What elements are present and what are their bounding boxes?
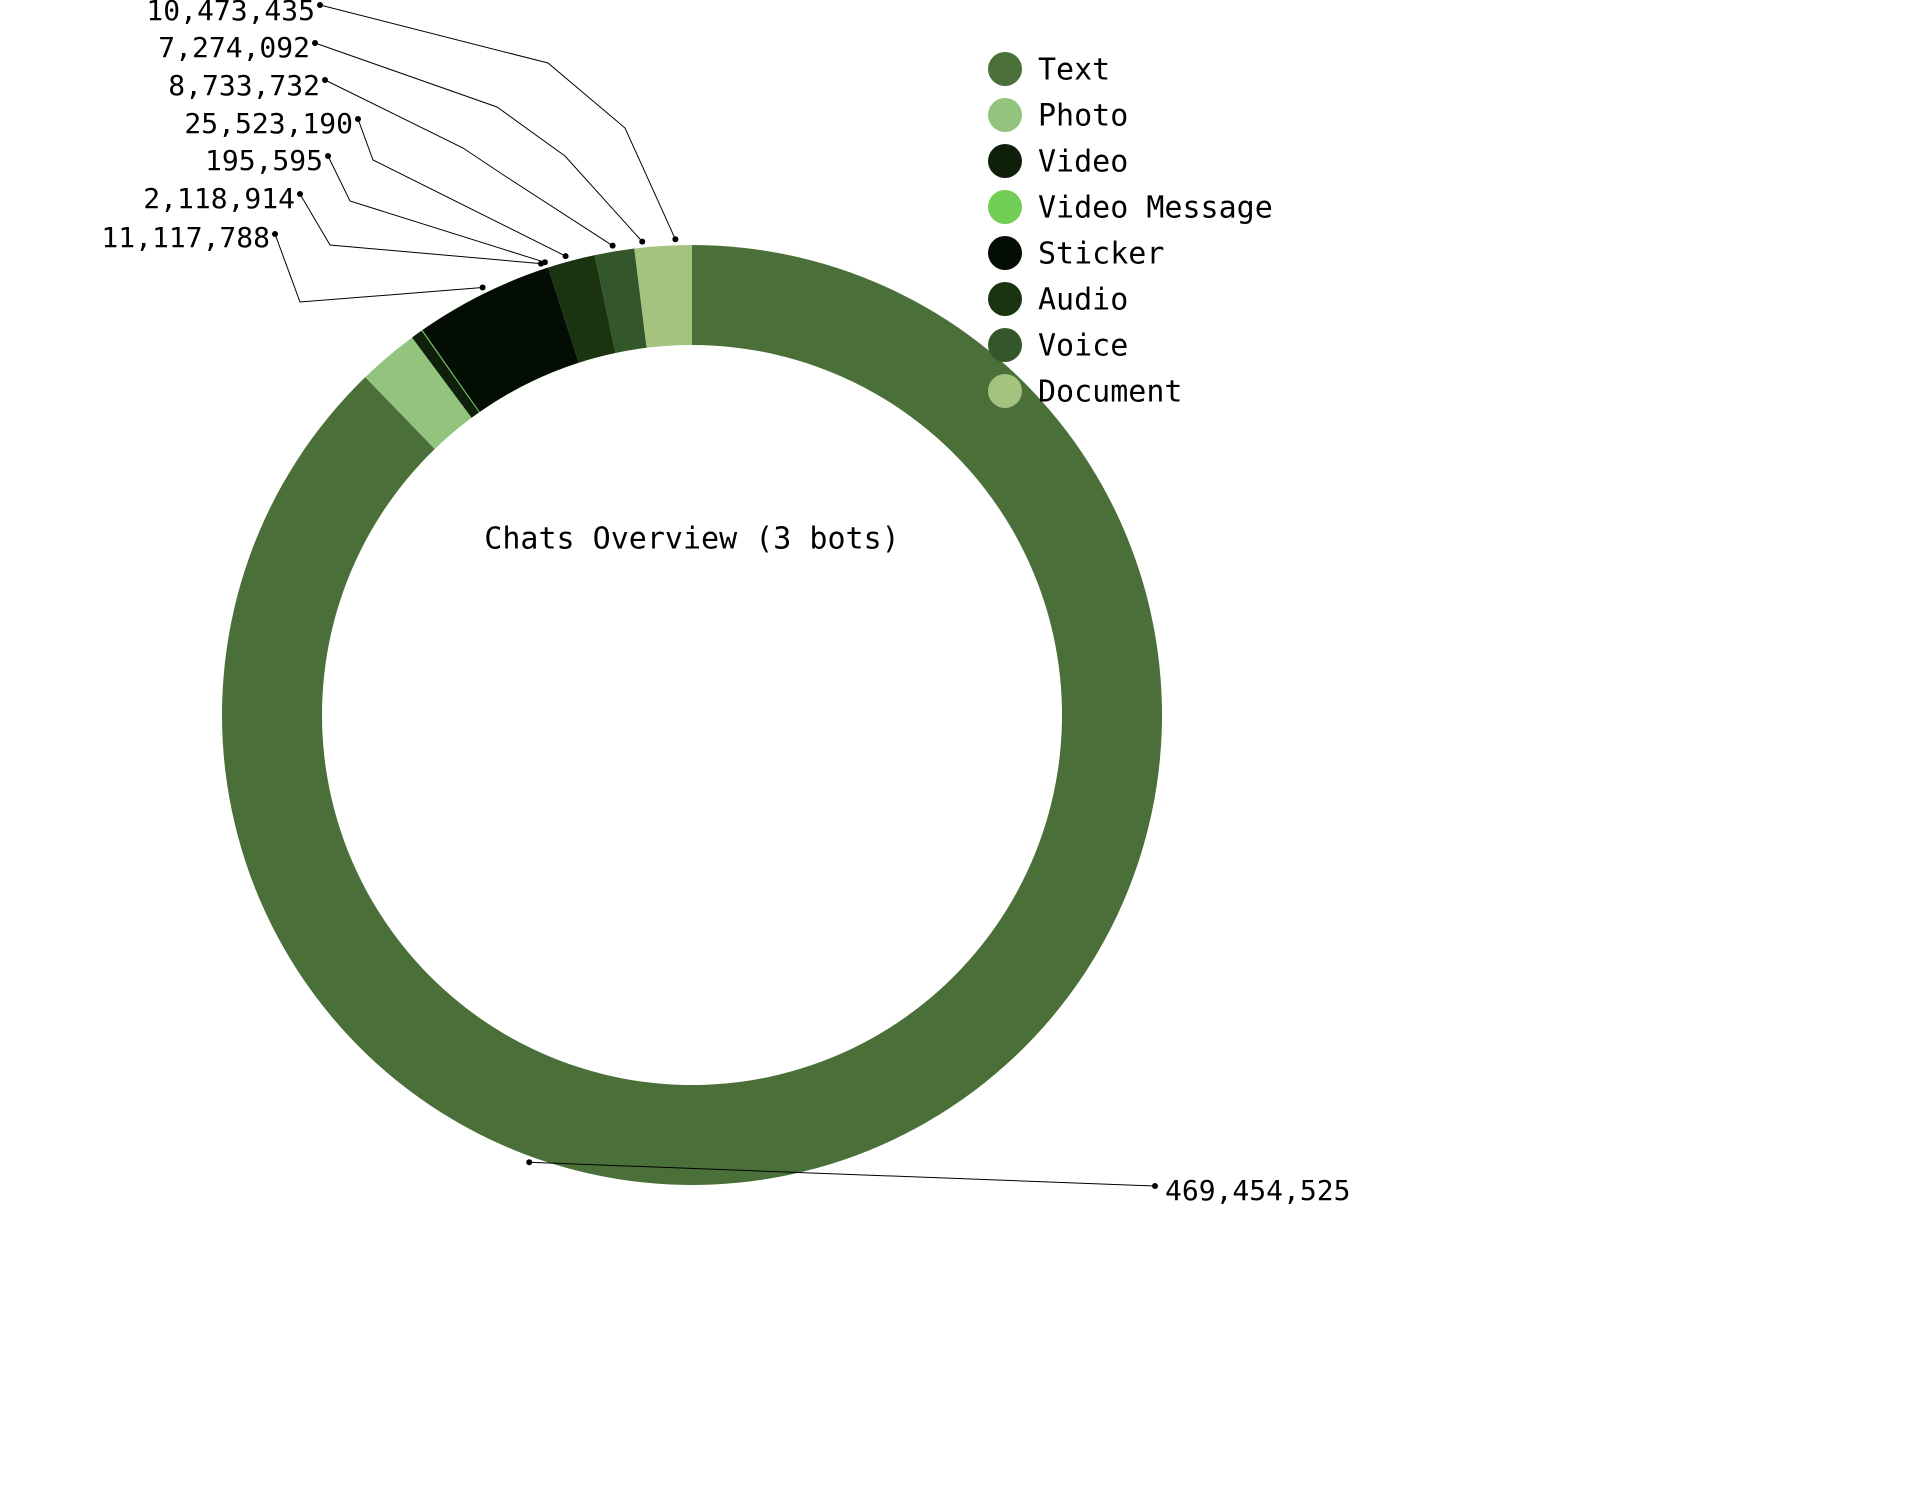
- leader-dot: [610, 243, 616, 249]
- legend-label: Audio: [1038, 283, 1128, 318]
- legend-label: Video: [1038, 145, 1128, 180]
- legend-swatch: [988, 282, 1022, 316]
- chart-center-label: Chats Overview (3 bots): [484, 522, 899, 557]
- legend-swatch: [988, 374, 1022, 408]
- leader-end-dot: [312, 40, 318, 46]
- legend-swatch: [988, 52, 1022, 86]
- value-label: 25,523,190: [184, 107, 353, 140]
- leader-dot: [526, 1159, 532, 1165]
- leader-end-dot: [355, 116, 361, 122]
- legend-swatch: [988, 236, 1022, 270]
- leader-dot: [480, 285, 486, 291]
- legend-label: Photo: [1038, 99, 1128, 134]
- value-label: 195,595: [205, 144, 323, 177]
- value-label: 7,274,092: [158, 31, 310, 64]
- value-label: 2,118,914: [143, 182, 295, 215]
- legend-label: Document: [1038, 375, 1183, 410]
- leader-dot: [563, 253, 569, 259]
- legend-label: Video Message: [1038, 191, 1273, 226]
- legend-swatch: [988, 98, 1022, 132]
- legend-swatch: [988, 144, 1022, 178]
- leader-dot: [672, 236, 678, 242]
- leader-end-dot: [297, 191, 303, 197]
- leader-end-dot: [325, 153, 331, 159]
- legend-label: Text: [1038, 53, 1110, 88]
- legend-swatch: [988, 328, 1022, 362]
- legend-label: Sticker: [1038, 237, 1164, 272]
- leader-dot: [639, 239, 645, 245]
- donut-chart: 469,454,525 11,117,788 2,118,914 195,595 25,…: [0, 0, 1920, 1492]
- leader-dot: [542, 259, 548, 265]
- legend-label: Voice: [1038, 329, 1128, 364]
- leader-end-dot: [317, 2, 323, 8]
- value-label: 11,117,788: [101, 221, 270, 254]
- leader-end-dot: [272, 231, 278, 237]
- leader-end-dot: [1152, 1183, 1158, 1189]
- legend-swatch: [988, 190, 1022, 224]
- value-label: 469,454,525: [1165, 1174, 1350, 1207]
- leader-end-dot: [322, 77, 328, 83]
- value-label: 10,473,435: [146, 0, 315, 27]
- value-label: 8,733,732: [168, 69, 320, 102]
